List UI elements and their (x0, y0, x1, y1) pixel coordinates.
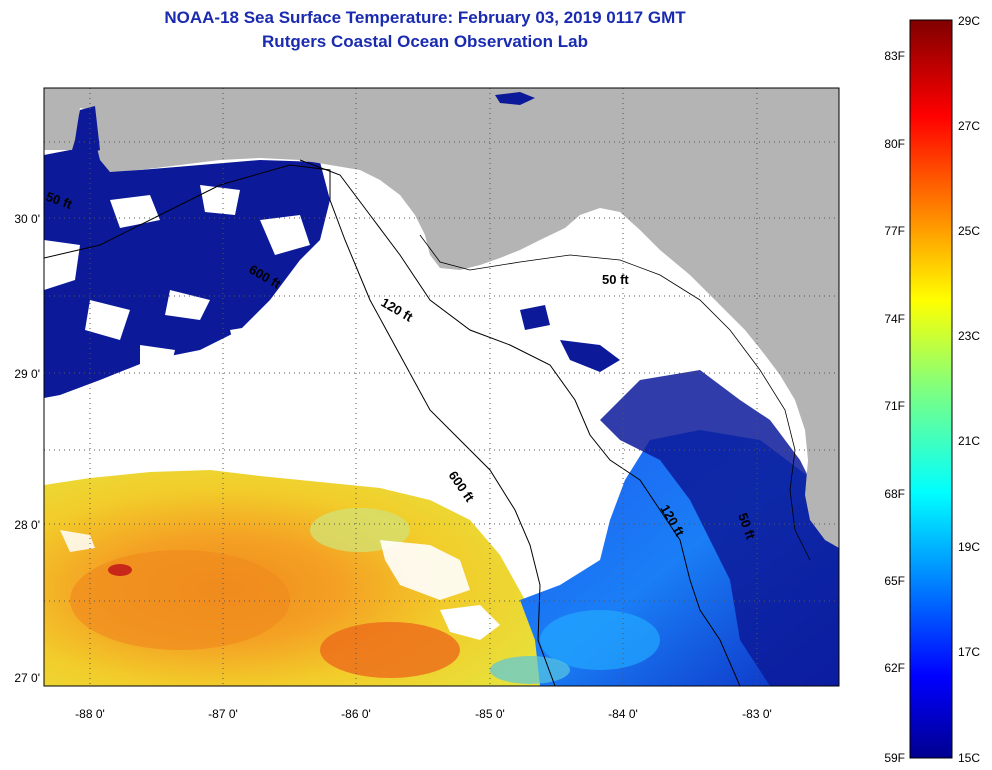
colorbar-c-label: 25C (958, 224, 980, 238)
colorbar-f-label: 68F (884, 487, 905, 501)
colorbar-f-label: 74F (884, 312, 905, 326)
colorbar-f-label: 62F (884, 661, 905, 675)
lon-axis: -88 0' -87 0' -86 0' -85 0' -84 0' -83 0… (75, 707, 772, 721)
lon-tick-label: -83 0' (742, 707, 772, 721)
chart-subtitle: Rutgers Coastal Ocean Observation Lab (262, 32, 588, 51)
lat-axis: 27 0' 28 0' 29 0' 30 0' (14, 212, 40, 685)
lon-tick-label: -84 0' (608, 707, 638, 721)
land-region (44, 88, 839, 548)
map-panel: 50 ft 600 ft 120 ft 50 ft 600 ft 120 ft … (44, 88, 839, 686)
lat-tick-label: 28 0' (14, 518, 40, 532)
contour-50ft (419, 234, 811, 561)
contour-600ft (44, 164, 556, 686)
colorbar-f-label: 77F (884, 224, 905, 238)
colorbar-ramp (909, 19, 953, 759)
colorbar-c-label: 27C (958, 119, 980, 133)
lon-tick-label: -87 0' (208, 707, 238, 721)
lon-tick-label: -85 0' (475, 707, 505, 721)
colorbar-c-label: 21C (958, 434, 980, 448)
contour-label: 50 ft (602, 272, 629, 287)
colorbar-c-label: 17C (958, 645, 980, 659)
colorbar-c-label: 29C (958, 14, 980, 28)
lon-tick-label: -88 0' (75, 707, 105, 721)
colorbar-f-label: 71F (884, 399, 905, 413)
lat-tick-label: 29 0' (14, 367, 40, 381)
colorbar-c-label: 15C (958, 751, 980, 765)
colorbar-f-label: 59F (884, 751, 905, 765)
lon-tick-label: -86 0' (341, 707, 371, 721)
colorbar-c-label: 19C (958, 540, 980, 554)
colorbar-f-label: 83F (884, 49, 905, 63)
contour-120ft (299, 159, 741, 686)
lat-tick-label: 30 0' (14, 212, 40, 226)
colorbar: 29C 27C 25C 23C 21C 19C 17C 15C 83F 80F … (884, 14, 980, 765)
colorbar-c-label: 23C (958, 329, 980, 343)
lat-tick-label: 27 0' (14, 671, 40, 685)
colorbar-f-label: 80F (884, 137, 905, 151)
colorbar-f-label: 65F (884, 574, 905, 588)
map-frame (43, 87, 840, 687)
chart-title: NOAA-18 Sea Surface Temperature: Februar… (164, 8, 686, 27)
